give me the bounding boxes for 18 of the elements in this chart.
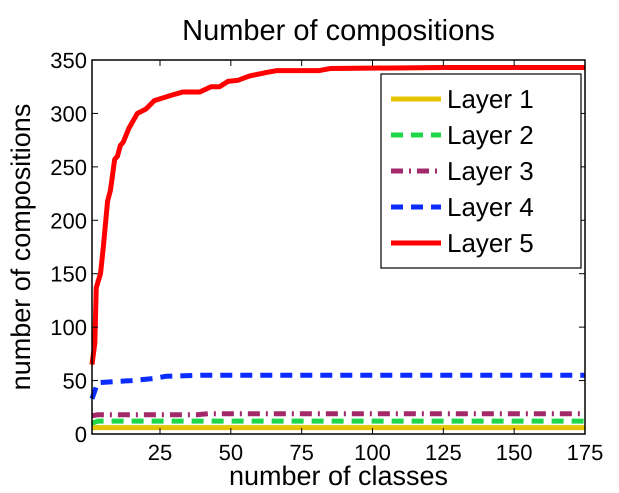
legend-label: Layer 2 (447, 120, 534, 150)
chart-title: Number of compositions (182, 15, 495, 47)
legend-label: Layer 1 (447, 84, 534, 114)
legend-label: Layer 3 (447, 156, 534, 186)
legend-label: Layer 4 (447, 192, 534, 222)
y-tick-label: 100 (50, 315, 87, 340)
x-tick-label: 150 (496, 440, 533, 465)
x-tick-label: 175 (566, 440, 604, 465)
y-tick-label: 300 (50, 101, 87, 126)
y-tick-label: 200 (50, 208, 87, 234)
legend-label: Layer 5 (447, 228, 534, 258)
x-tick-label: 25 (148, 440, 172, 465)
y-axis-title: number of compositions (6, 104, 36, 390)
y-tick-label: 50 (62, 368, 87, 394)
y-tick-label: 250 (50, 154, 87, 180)
y-tick-label: 0 (74, 422, 87, 447)
y-tick-label: 150 (50, 262, 87, 287)
y-tick-label: 350 (50, 48, 87, 73)
